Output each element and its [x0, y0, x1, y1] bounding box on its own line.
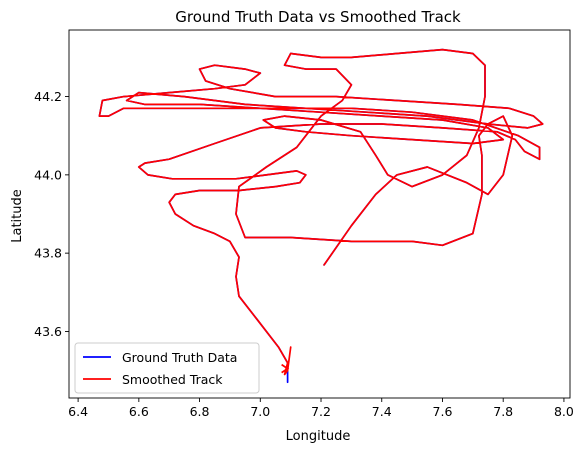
x-tick-label: 6.6: [129, 404, 149, 419]
legend: Ground Truth Data Smoothed Track: [74, 342, 260, 394]
legend-box: [74, 342, 260, 394]
x-tick-label: 7.0: [250, 404, 270, 419]
x-tick-label: 6.8: [190, 404, 210, 419]
x-tick-label: 6.4: [68, 404, 88, 419]
x-tick-label: 8.0: [554, 404, 574, 419]
y-tick-label: 43.6: [34, 324, 62, 339]
legend-label-smoothed-track: Smoothed Track: [122, 372, 223, 387]
plot-area: [68, 29, 571, 399]
chart-title: Ground Truth Data vs Smoothed Track: [175, 8, 461, 26]
x-axis-label: Longitude: [286, 429, 351, 444]
legend-label-ground-truth: Ground Truth Data: [122, 350, 237, 365]
series-layer: [98, 48, 544, 384]
x-axis-ticks: 6.4 6.6 6.8 7.0 7.2 7.4 7.6 7.8 8.0: [68, 398, 574, 419]
track-end-marker: [281, 363, 290, 374]
y-tick-label: 44.0: [34, 167, 62, 182]
y-axis-ticks: 43.6 43.8 44.0 44.2: [34, 89, 69, 339]
plot-background: [69, 30, 570, 398]
x-tick-label: 7.4: [372, 404, 392, 419]
x-tick-label: 7.8: [493, 404, 513, 419]
series-line-smoothed-track: [98, 48, 544, 376]
y-axis-label: Latitude: [10, 189, 25, 243]
y-tick-label: 44.2: [34, 89, 62, 104]
plot-frame: [68, 29, 571, 399]
x-tick-label: 7.6: [433, 404, 453, 419]
y-tick-label: 43.8: [34, 246, 62, 261]
x-tick-label: 7.2: [311, 404, 331, 419]
